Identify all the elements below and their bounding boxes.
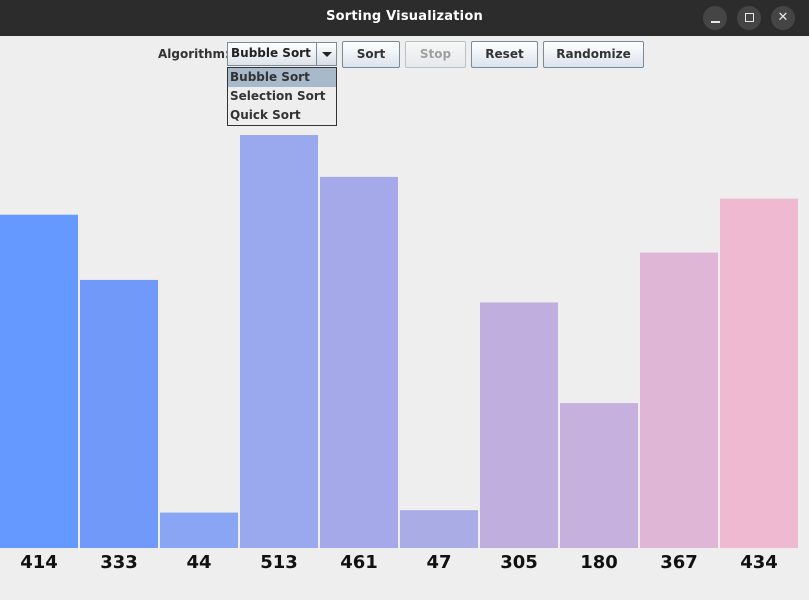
bar-value-label: 305 [500,552,538,573]
bar-value-label: 513 [260,552,298,573]
chevron-down-icon [322,52,332,57]
algorithm-combobox[interactable]: Bubble Sort [227,42,337,66]
bar-333 [80,279,158,548]
reset-button[interactable]: Reset [471,41,538,68]
combobox-arrow-button[interactable] [316,43,336,65]
bar-value-label: 461 [340,552,378,573]
minimize-button[interactable] [703,6,727,30]
main-content: 414 333 44 513 461 47 305 180 367 434 Algorithm: … [0,36,809,600]
bar-367 [640,252,718,548]
bar-44 [160,512,238,548]
algorithm-selected-value: Bubble Sort [231,46,311,60]
close-button[interactable]: ✕ [771,6,795,30]
dropdown-option-selection-sort[interactable]: Selection Sort [230,89,326,103]
bar-value-label: 180 [580,552,618,573]
title-bar: Sorting Visualization ✕ [0,0,809,36]
minimize-icon [710,21,720,23]
bar-47 [400,510,478,548]
bar-value-label: 434 [740,552,778,573]
stop-button[interactable]: Stop [405,41,466,68]
dropdown-option-quick-sort[interactable]: Quick Sort [230,108,301,122]
bar-305 [480,302,558,548]
bar-value-label: 414 [20,552,58,573]
bar-180 [560,403,638,548]
bar-513 [240,135,318,548]
algorithm-dropdown-list: Bubble Sort Selection Sort Quick Sort [227,67,337,126]
sort-button[interactable]: Sort [342,41,400,68]
bar-value-label: 367 [660,552,698,573]
randomize-button[interactable]: Randomize [543,41,644,68]
sorting-bar-chart: 414 333 44 513 461 47 305 180 367 434 [0,135,798,573]
maximize-button[interactable] [737,6,761,30]
close-icon: ✕ [777,10,789,25]
bar-value-label: 47 [426,552,451,573]
dropdown-option-bubble-sort[interactable]: Bubble Sort [228,68,336,87]
bar-value-label: 44 [186,552,211,573]
maximize-icon [744,13,754,22]
bar-414 [0,214,78,549]
window-title: Sorting Visualization [326,9,483,24]
algorithm-label: Algorithm: [158,47,230,61]
bar-461 [320,176,398,548]
bar-value-label: 333 [100,552,138,573]
bar-434 [720,198,798,548]
